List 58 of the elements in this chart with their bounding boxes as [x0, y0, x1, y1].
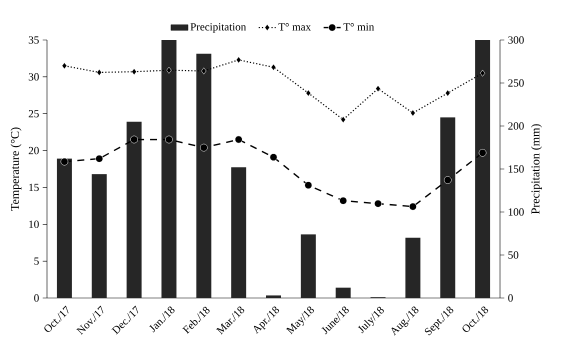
y2-tick-label: 200 — [508, 122, 524, 130]
point — [95, 154, 104, 163]
point — [444, 176, 452, 184]
y-axis-title: Temperature (°C) — [10, 128, 22, 211]
bar — [56, 158, 72, 298]
point — [166, 66, 172, 74]
point — [339, 196, 348, 205]
legend-label: Precipitation — [190, 23, 246, 33]
bar — [196, 54, 212, 298]
point — [375, 85, 381, 92]
point — [62, 62, 68, 70]
y2-tick-label: 300 — [508, 36, 524, 44]
bar — [126, 122, 142, 298]
point — [306, 90, 311, 97]
point — [200, 144, 208, 152]
point — [410, 110, 416, 116]
bar — [440, 117, 456, 298]
point — [480, 70, 486, 77]
legend-label: T° max — [278, 23, 311, 31]
y-tick-label: 20 — [28, 146, 39, 154]
legend-label: T° min — [344, 23, 374, 30]
y-tick-label: 15 — [29, 184, 39, 192]
y-tick-label: 30 — [28, 73, 39, 81]
y2-tick-label: 100 — [508, 208, 524, 216]
y2-tick-label: 250 — [508, 79, 524, 87]
point — [478, 148, 486, 157]
point — [201, 68, 206, 74]
point — [340, 116, 346, 124]
y2-tick-label: 0 — [508, 294, 513, 302]
bar — [336, 288, 351, 298]
point — [270, 153, 278, 162]
bar — [475, 40, 490, 298]
y-tick-label: 0 — [34, 294, 39, 302]
point — [304, 181, 312, 190]
point — [234, 136, 242, 144]
bar — [92, 174, 107, 298]
point — [236, 56, 242, 64]
y-tick-label: 10 — [29, 220, 39, 228]
point — [96, 68, 102, 76]
y2-tick-label: 150 — [508, 165, 524, 173]
y-tick-label: 5 — [34, 258, 39, 265]
point — [60, 158, 68, 166]
point — [445, 90, 450, 97]
point — [409, 202, 417, 210]
point — [374, 200, 382, 208]
bar — [300, 234, 316, 298]
bar — [405, 238, 420, 298]
y-tick-label: 25 — [28, 110, 39, 118]
y2-axis-title: Precipitation (mm) — [531, 124, 542, 214]
point — [165, 136, 173, 144]
bar — [161, 40, 176, 298]
y-tick-label: 35 — [28, 36, 39, 44]
point — [130, 136, 138, 144]
bar — [266, 295, 281, 298]
y2-tick-label: 50 — [508, 251, 518, 259]
bar — [231, 167, 246, 298]
point — [131, 68, 137, 76]
point — [270, 64, 276, 71]
